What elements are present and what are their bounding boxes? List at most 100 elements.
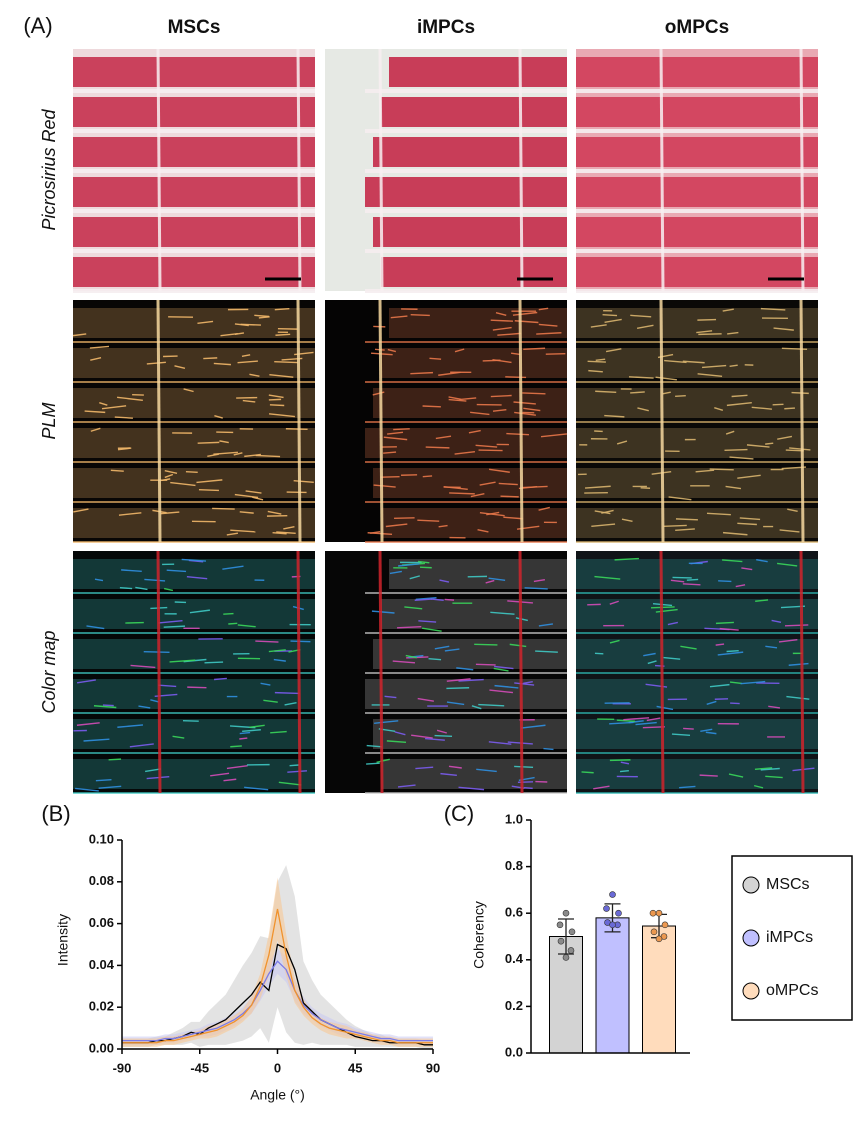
fiber (726, 649, 739, 653)
data-point (609, 891, 616, 898)
fiber (397, 784, 416, 788)
fiber (459, 397, 477, 401)
fiber (150, 699, 159, 703)
fiber (458, 678, 484, 682)
fiber (436, 729, 447, 734)
fiber (121, 569, 142, 573)
series-line (122, 960, 433, 1042)
fiber (366, 762, 380, 765)
fiber (675, 518, 698, 521)
fiber (788, 662, 809, 666)
fiber (719, 627, 739, 631)
fiber (584, 485, 611, 489)
fiber (398, 563, 420, 567)
fiber (415, 766, 434, 770)
image-panel (325, 299, 568, 543)
y-tick-label: 0.06 (89, 915, 114, 930)
fiber (429, 357, 442, 360)
fiber (609, 639, 620, 644)
fiber (765, 775, 783, 779)
tissue-band (73, 137, 315, 167)
fiber (485, 579, 495, 584)
fiber (522, 392, 546, 395)
fiber (535, 650, 558, 653)
fiber (471, 705, 482, 710)
fiber (729, 364, 738, 368)
fiber (214, 677, 227, 681)
fiber (404, 606, 423, 610)
fiber (446, 687, 470, 690)
y-tick-label: 1.0 (505, 811, 523, 826)
fiber (77, 679, 96, 684)
data-point (655, 909, 663, 917)
tissue-band (73, 97, 315, 127)
fiber (226, 765, 248, 770)
fiber (244, 453, 262, 458)
column-header: iMPCs (417, 17, 475, 38)
fiber (771, 619, 782, 624)
fiber (498, 482, 518, 486)
fiber (490, 611, 515, 615)
tissue-band (73, 348, 315, 378)
data-point (661, 921, 669, 929)
y-tick-label: 0.02 (89, 999, 114, 1014)
fiber (741, 567, 753, 571)
fiber (239, 731, 251, 735)
fiber (495, 311, 507, 317)
fiber (512, 311, 538, 316)
fiber (754, 784, 764, 789)
fiber (163, 625, 186, 628)
data-point (650, 928, 658, 936)
image-panels (72, 48, 818, 794)
fiber (163, 587, 174, 592)
fiber (538, 506, 551, 511)
fiber (588, 369, 603, 373)
tissue-band (576, 388, 818, 418)
tissue-band (576, 57, 818, 87)
tissue-band (576, 468, 818, 498)
fiber (604, 318, 622, 324)
fiber (475, 444, 498, 448)
tissue-band (576, 759, 818, 789)
tissue-band (389, 57, 567, 87)
fiber (784, 624, 809, 627)
fiber (786, 695, 810, 700)
fiber (290, 640, 311, 643)
fiber (503, 516, 523, 520)
fiber (728, 773, 744, 778)
y-tick-label: 0.6 (505, 905, 523, 920)
fiber (655, 608, 678, 613)
fiber (686, 578, 699, 581)
fiber (538, 307, 549, 311)
fiber (667, 621, 679, 626)
y-tick-label: 0.00 (89, 1040, 114, 1055)
tissue-band (373, 639, 567, 669)
fiber (169, 659, 196, 663)
fiber (93, 705, 117, 709)
fiber (410, 313, 430, 317)
fiber (448, 765, 462, 769)
image-panel (72, 299, 315, 543)
fiber (98, 785, 122, 789)
tissue-band (73, 388, 315, 418)
legend-label: oMPCs (766, 982, 818, 999)
fiber (587, 360, 606, 363)
fiber (207, 453, 219, 458)
fiber (522, 485, 548, 489)
scaffold-fiber (799, 550, 805, 794)
fiber (367, 532, 393, 536)
fiber (366, 744, 383, 748)
fiber (595, 390, 617, 394)
fiber (520, 724, 546, 729)
tissue-band (576, 428, 818, 458)
fiber (419, 566, 432, 569)
fiber (425, 737, 445, 741)
fiber (390, 315, 408, 319)
fiber (446, 701, 465, 706)
data-point (655, 935, 663, 943)
tissue-band (576, 137, 818, 167)
fiber (510, 352, 521, 356)
tissue-band (373, 137, 567, 167)
fiber (431, 598, 444, 602)
fiber (722, 531, 748, 536)
